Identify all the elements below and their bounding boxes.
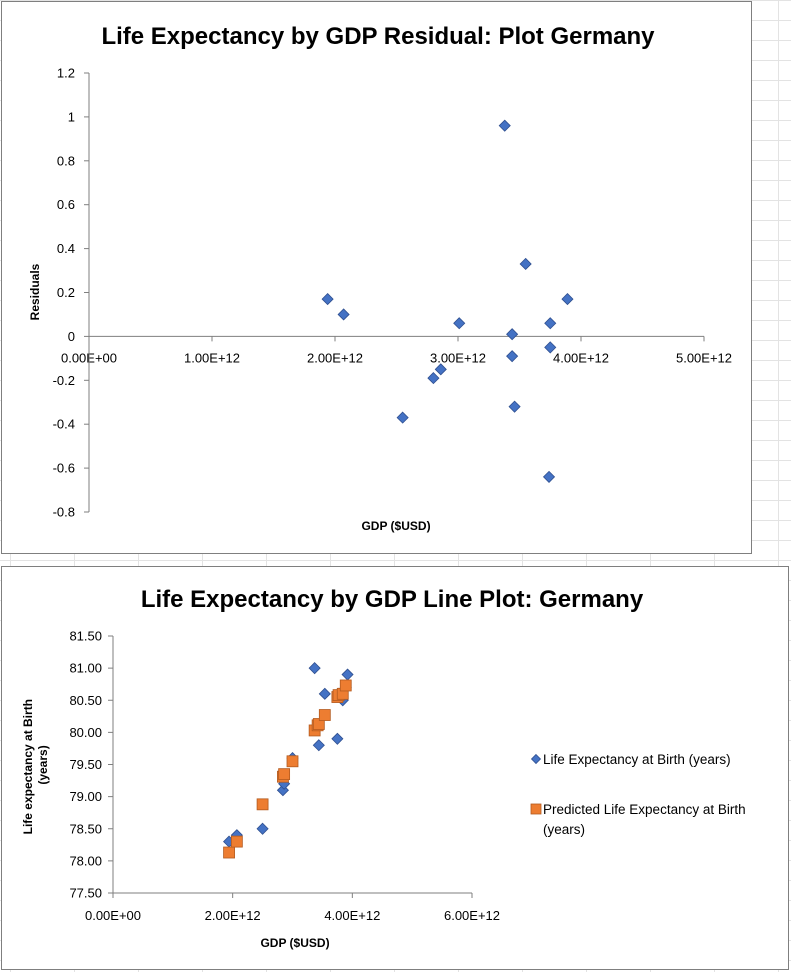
- residual-point: [427, 372, 440, 385]
- x-tick-label: 3.00E+12: [430, 350, 486, 365]
- x-tick-label: 2.00E+12: [205, 908, 261, 923]
- residual-point: [506, 350, 519, 363]
- residual-point: [396, 411, 409, 424]
- y-tick-label: 81.50: [69, 629, 102, 644]
- residual-point: [508, 400, 521, 413]
- chart-title: Life Expectancy by GDP Residual: Plot Ge…: [101, 23, 655, 50]
- y-tick-label: -0.8: [53, 505, 75, 520]
- residual-point: [321, 293, 334, 306]
- y-tick-label: 77.50: [69, 886, 102, 901]
- predicted-point: [256, 798, 269, 811]
- predicted-point: [230, 835, 243, 848]
- residual-point: [434, 363, 447, 376]
- x-axis-title: GDP ($USD): [361, 519, 430, 533]
- predicted-point: [318, 709, 331, 721]
- actual-point: [331, 732, 344, 745]
- legend-label-predicted: Predicted Life Expectancy at Birth (year…: [543, 802, 749, 837]
- residual-point: [498, 119, 511, 132]
- x-tick-label: 4.00E+12: [553, 350, 609, 365]
- legend-marker-square: [530, 803, 542, 815]
- residual-point: [519, 257, 532, 271]
- legend-item-predicted: Predicted Life Expectancy at Birth (year…: [530, 802, 749, 837]
- predicted-point: [339, 679, 352, 692]
- residual-point: [542, 470, 556, 483]
- legend-marker-diamond: [530, 753, 542, 765]
- predicted-point: [278, 768, 291, 781]
- y-tick-label: -0.2: [53, 373, 75, 388]
- legend-item-actual: Life Expectancy at Birth (years): [530, 752, 731, 767]
- y-axis-title: Residuals: [28, 263, 42, 320]
- y-tick-label: 79.50: [69, 757, 102, 772]
- y-tick-label: 0.6: [57, 197, 75, 212]
- y-axis-title-line-2: (years): [36, 745, 50, 784]
- legend-label-predicted-line-2: (years): [543, 822, 585, 837]
- legend-label-predicted-line-1: Predicted Life Expectancy at Birth: [543, 802, 746, 817]
- residual-chart[interactable]: Life Expectancy by GDP Residual: Plot Ge…: [1, 1, 752, 554]
- x-axis-title: GDP ($USD): [260, 936, 329, 950]
- actual-point: [318, 687, 331, 700]
- legend-label-actual: Life Expectancy at Birth (years): [543, 752, 731, 767]
- y-tick-label: -0.6: [53, 461, 75, 476]
- legend: Life Expectancy at Birth (years) Predict…: [530, 752, 749, 837]
- residual-chart-svg: Life Expectancy by GDP Residual: Plot Ge…: [28, 23, 732, 533]
- residual-point: [506, 328, 519, 341]
- residual-point: [561, 293, 574, 306]
- y-tick-label: 1.2: [57, 66, 75, 81]
- x-tick-label: 5.00E+12: [676, 350, 732, 365]
- series-predicted: [223, 679, 352, 859]
- x-tick-label: 4.00E+12: [324, 908, 380, 923]
- y-axis-title: Life expectancy at Birth (years): [21, 696, 50, 835]
- residual-point: [544, 341, 557, 354]
- actual-point: [256, 822, 269, 835]
- y-tick-label: 0: [68, 329, 75, 344]
- actual-point: [312, 739, 325, 752]
- actual-point: [276, 784, 289, 797]
- line-plot-chart[interactable]: Life Expectancy by GDP Line Plot: German…: [1, 566, 789, 970]
- y-tick-label: 78.00: [69, 853, 102, 868]
- x-tick-label: 2.00E+12: [307, 350, 363, 365]
- x-tick-label: 0.00E+00: [85, 908, 141, 923]
- y-axis-title-line-1: Life expectancy at Birth: [21, 699, 35, 834]
- predicted-point: [286, 755, 299, 768]
- residual-point: [453, 317, 466, 330]
- y-tick-label: 0.4: [57, 241, 75, 256]
- predicted-point: [312, 718, 325, 730]
- chart-title: Life Expectancy by GDP Line Plot: German…: [141, 586, 644, 613]
- x-tick-label: 1.00E+12: [184, 350, 240, 365]
- y-tick-label: 0.8: [57, 153, 75, 168]
- y-tick-label: 78.50: [69, 821, 102, 836]
- y-tick-label: 80.50: [69, 693, 102, 708]
- residual-point: [544, 317, 557, 330]
- line-plot-chart-svg: Life Expectancy by GDP Line Plot: German…: [21, 586, 749, 950]
- y-tick-label: 1: [68, 109, 75, 124]
- actual-point: [308, 662, 321, 675]
- residual-point: [337, 308, 350, 321]
- y-tick-label: 0.2: [57, 285, 75, 300]
- predicted-point: [223, 846, 235, 859]
- actual-point: [341, 668, 354, 681]
- y-tick-label: 81.00: [69, 661, 102, 676]
- x-tick-label: 6.00E+12: [444, 908, 500, 923]
- y-tick-label: -0.4: [53, 417, 75, 432]
- y-tick-label: 80.00: [69, 725, 102, 740]
- y-tick-label: 79.00: [69, 789, 102, 804]
